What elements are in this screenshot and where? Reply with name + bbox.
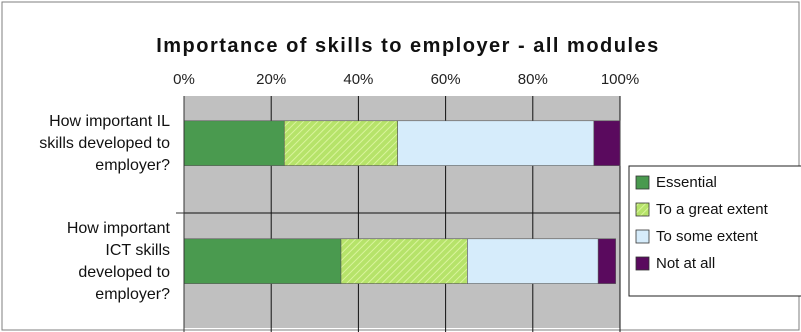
legend-swatch [635,202,650,217]
legend-label: Essential [656,174,717,191]
chart-title: Importance of skills to employer - all m… [156,35,660,57]
category-label: developed to [78,264,170,281]
bar-segment-to-a-great-extent [340,238,468,284]
legend-swatch [635,229,650,244]
bar-segment-essential [183,120,285,166]
legend-swatch [635,175,650,190]
x-tick-label: 20% [256,71,286,88]
category-label: How important IL [49,113,170,130]
bar-segment-not-at-all [593,120,621,166]
legend-label: To a great extent [656,201,769,218]
x-tick-label: 100% [601,71,639,88]
bar-segment-to-some-extent [397,120,595,166]
legend-box [628,165,801,297]
x-tick-label: 80% [518,71,548,88]
bars [183,120,621,284]
bar-segment-not-at-all [597,238,616,284]
x-tick-label: 40% [343,71,373,88]
category-label: employer? [95,286,170,303]
bar-segment-to-some-extent [467,238,599,284]
category-label: employer? [95,157,170,174]
category-labels: How important IL skills developed to emplo… [39,113,170,303]
bar-segment-to-a-great-extent [283,120,398,166]
category-label: How important [67,220,171,237]
category-label: ICT skills [105,242,170,259]
x-tick-label: 0% [173,71,195,88]
category-label: skills developed to [39,135,170,152]
legend: Essential To a great extent To some extent… [628,165,801,297]
x-tick-label: 60% [431,71,461,88]
x-axis-ticks: 0% 20% 40% 60% 80% 100% [173,71,639,88]
legend-swatch [635,256,650,271]
legend-label: To some extent [656,228,759,245]
legend-label: Not at all [656,255,715,272]
bar-segment-essential [183,238,342,284]
